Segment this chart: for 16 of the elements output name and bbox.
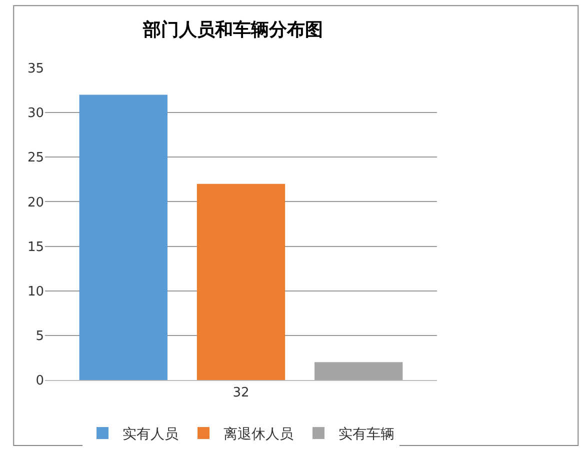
bar xyxy=(79,94,168,380)
y-tick-label: 25 xyxy=(27,150,44,166)
bar xyxy=(196,184,286,380)
y-tick-label: 0 xyxy=(36,374,44,389)
y-tick-label: 20 xyxy=(27,195,44,210)
legend-label: 离退休人员 xyxy=(224,426,294,442)
y-tick-label: 15 xyxy=(27,240,44,255)
legend-label: 实有车辆 xyxy=(338,426,394,442)
x-tick-label: 32 xyxy=(232,386,250,401)
chart-title: 部门人员和车辆分布图 xyxy=(142,20,323,41)
y-tick-label: 30 xyxy=(27,106,44,122)
bar xyxy=(314,362,403,380)
y-tick-label: 35 xyxy=(27,62,44,77)
y-tick-label: 5 xyxy=(36,328,44,344)
y-tick-label: 10 xyxy=(27,284,44,300)
legend-label: 实有人员 xyxy=(122,426,178,442)
